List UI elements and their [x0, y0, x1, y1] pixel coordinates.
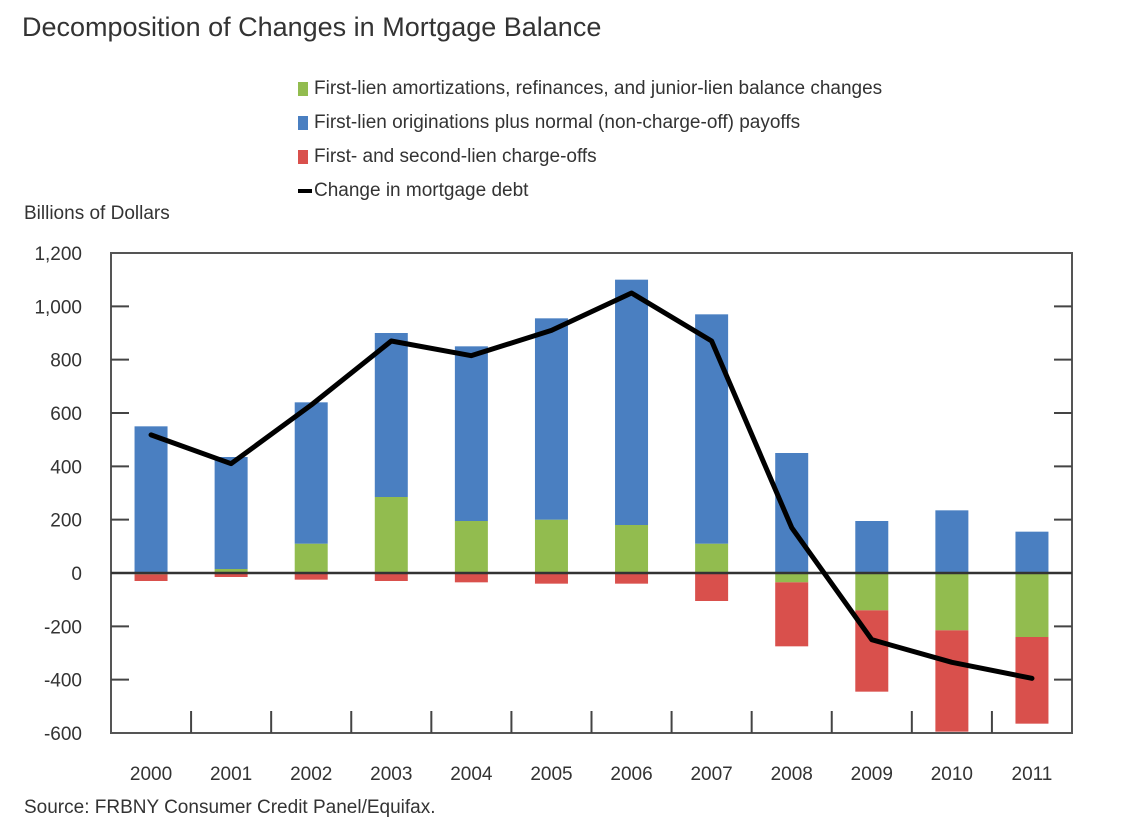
- legend-item-originations: First-lien originations plus normal (non…: [298, 106, 882, 140]
- y-tick-label: -200: [44, 617, 82, 638]
- legend-swatch-red: [298, 150, 308, 164]
- bar-2000-series-2: [134, 574, 168, 581]
- plot-frame: [110, 252, 1073, 734]
- x-tick-label: 2004: [450, 764, 493, 785]
- chart-title: Decomposition of Changes in Mortgage Bal…: [22, 12, 602, 42]
- x-tick-label: 2011: [1012, 764, 1053, 785]
- y-tick-label: 1,200: [34, 244, 82, 265]
- bar-2010-series-0: [935, 573, 969, 631]
- bar-2008-series-2: [775, 582, 809, 647]
- bar-2005-series-2: [534, 573, 568, 584]
- bar-2007-series-0: [695, 543, 729, 573]
- source-note: Source: FRBNY Consumer Credit Panel/Equi…: [24, 797, 436, 818]
- legend: First-lien amortizations, refinances, an…: [298, 72, 882, 208]
- y-tick-label: 600: [50, 404, 82, 425]
- legend-item-charge-offs: First- and second-lien charge-offs: [298, 140, 882, 174]
- x-tick-label: 2001: [210, 764, 252, 785]
- bar-2004-series-0: [454, 521, 488, 573]
- y-tick-label: 200: [50, 511, 82, 532]
- bar-2007-series-2: [695, 573, 729, 601]
- bar-2004-series-1: [454, 346, 488, 521]
- x-tick-label: 2007: [690, 764, 732, 785]
- legend-item-amortizations: First-lien amortizations, refinances, an…: [298, 72, 882, 106]
- bar-2006-series-2: [615, 573, 649, 584]
- x-tick-label: 2008: [771, 764, 813, 785]
- bar-2000-series-1: [134, 426, 168, 573]
- line-change-in-mortgage-debt: [148, 290, 1035, 681]
- y-tick-label: -400: [44, 671, 82, 692]
- y-axis-label: Billions of Dollars: [24, 203, 170, 224]
- x-tick-label: 2003: [370, 764, 412, 785]
- bar-2003-series-2: [374, 573, 408, 581]
- bar-2011-series-1: [1015, 531, 1049, 573]
- bar-2003-series-0: [374, 497, 408, 573]
- bar-2003-series-1: [374, 333, 408, 497]
- legend-label: Change in mortgage debt: [314, 180, 529, 201]
- legend-label: First-lien amortizations, refinances, an…: [314, 78, 883, 99]
- y-tick-label: 1,000: [34, 297, 82, 318]
- bar-2010-series-1: [935, 510, 969, 573]
- bar-2001-series-2: [214, 573, 248, 577]
- bar-2002-series-2: [294, 573, 328, 580]
- bar-2008-series-1: [775, 453, 809, 573]
- x-tick-label: 2009: [851, 764, 893, 785]
- bar-2004-series-2: [454, 573, 488, 583]
- bar-2010-series-2: [935, 630, 969, 732]
- bar-2006-series-1: [615, 279, 649, 525]
- bar-2006-series-0: [615, 525, 649, 573]
- x-tick-label: 2006: [610, 764, 652, 785]
- bar-2001-series-1: [214, 457, 248, 569]
- bar-2008-series-0: [775, 573, 809, 583]
- legend-swatch-blue: [298, 116, 308, 130]
- legend-label: First-lien originations plus normal (non…: [314, 112, 801, 133]
- bar-2005-series-0: [534, 519, 568, 573]
- legend-label: First- and second-lien charge-offs: [314, 146, 597, 167]
- bar-2007-series-1: [695, 314, 729, 544]
- bar-2005-series-1: [534, 318, 568, 520]
- bar-2002-series-1: [294, 402, 328, 544]
- x-tick-label: 2005: [530, 764, 572, 785]
- bar-2001-series-0: [214, 569, 248, 573]
- y-tick-label: 800: [50, 351, 82, 372]
- x-tick-label: 2010: [931, 764, 973, 785]
- bar-2009-series-1: [855, 521, 889, 573]
- y-tick-label: 400: [50, 457, 82, 478]
- legend-line-black: [298, 189, 312, 193]
- legend-swatch-green: [298, 82, 308, 96]
- x-tick-label: 2000: [130, 764, 172, 785]
- y-tick-label: -600: [44, 724, 82, 745]
- y-tick-label: 0: [71, 564, 82, 585]
- bar-2011-series-0: [1015, 573, 1049, 637]
- x-tick-label: 2002: [290, 764, 332, 785]
- legend-item-change-in-debt: Change in mortgage debt: [298, 174, 882, 208]
- bar-2009-series-0: [855, 573, 889, 611]
- bar-2002-series-0: [294, 543, 328, 573]
